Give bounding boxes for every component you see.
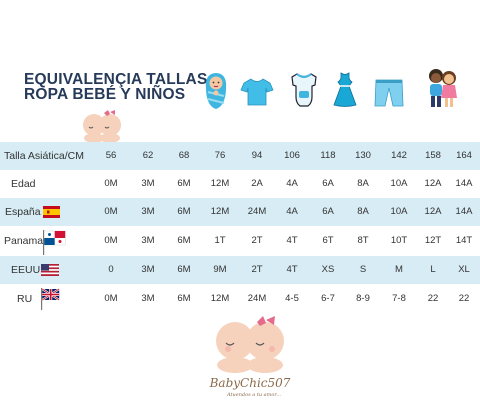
row-label: Edad bbox=[11, 178, 36, 190]
brand-logo: BabyChic507 Atuendos a tu amor... bbox=[204, 313, 296, 404]
row-label: Talla Asiática/CM bbox=[4, 150, 84, 162]
table-row-usa: EEUU 0 3M 6M 9M 2T 4T XS S M L XL bbox=[0, 256, 480, 284]
table-cell: 8A bbox=[357, 206, 369, 217]
spain-flag-icon bbox=[43, 205, 60, 223]
table-cell: 12M bbox=[210, 206, 230, 217]
table-cell: 12A bbox=[424, 206, 442, 217]
table-cell: 8T bbox=[357, 235, 369, 246]
uk-flag-icon bbox=[40, 287, 60, 316]
table-cell: 106 bbox=[284, 150, 300, 161]
row-label: España bbox=[5, 206, 41, 218]
table-cell: L bbox=[430, 264, 436, 275]
table-cell: 4T bbox=[286, 235, 298, 246]
table-cell: 3M bbox=[141, 264, 155, 275]
dress-icon bbox=[330, 72, 360, 113]
table-cell: 24M bbox=[247, 206, 267, 217]
table-row-spain: España 0M 3M 6M 12M 24M 4A 6A 8A 10A 12A… bbox=[0, 198, 480, 226]
table-row-uk: RU 0M 3M 6M 12M 24M 4-5 6-7 8-9 7-8 22 2… bbox=[0, 285, 480, 313]
row-label: RU bbox=[17, 293, 33, 305]
table-cell: 12M bbox=[210, 178, 230, 189]
table-cell: S bbox=[359, 264, 367, 275]
table-cell: 3M bbox=[141, 293, 155, 304]
table-cell: 164 bbox=[456, 150, 472, 161]
table-cell: 22 bbox=[458, 293, 470, 304]
table-cell: 6-7 bbox=[321, 293, 335, 304]
table-cell: 4-5 bbox=[285, 293, 299, 304]
brand-tagline: Atuendos a tu amor... bbox=[226, 392, 281, 398]
children-icon bbox=[424, 67, 460, 114]
table-cell: 2T bbox=[251, 235, 263, 246]
table-cell: 158 bbox=[425, 150, 441, 161]
table-row-asian-size: Talla Asiática/CM 56 62 68 76 94 106 118… bbox=[0, 142, 480, 170]
table-cell: 10T bbox=[390, 235, 408, 246]
table-cell: 9M bbox=[213, 264, 227, 275]
table-cell: 68 bbox=[178, 150, 190, 161]
page-title: EQUIVALENÇIA TALLAS ROPA BEBÉ Y NIÑOS bbox=[24, 71, 208, 103]
table-cell: 6M bbox=[177, 235, 191, 246]
table-cell: 94 bbox=[251, 150, 263, 161]
table-cell: 56 bbox=[105, 150, 117, 161]
table-cell: 0 bbox=[108, 264, 114, 275]
table-cell: XS bbox=[321, 264, 335, 275]
table-cell: 1T bbox=[214, 235, 226, 246]
table-row-age: Edad 0M 3M 6M 12M 2A 4A 6A 8A 10A 12A 14… bbox=[0, 170, 480, 198]
table-cell: 12M bbox=[210, 293, 230, 304]
row-label: Panama bbox=[4, 235, 44, 247]
title-line-1: EQUIVALENÇIA TALLAS bbox=[24, 71, 208, 88]
swaddled-baby-icon bbox=[203, 72, 229, 115]
table-cell: 130 bbox=[355, 150, 371, 161]
row-label: EEUU bbox=[11, 264, 41, 276]
table-cell: 76 bbox=[214, 150, 226, 161]
table-cell: 6A bbox=[322, 178, 334, 189]
brand-name: BabyChic507 bbox=[209, 376, 291, 390]
table-cell: 0M bbox=[104, 235, 118, 246]
title-line-2: ROPA BEBÉ Y NIÑOS bbox=[24, 86, 186, 103]
table-cell: 142 bbox=[391, 150, 407, 161]
table-cell: M bbox=[395, 264, 403, 275]
table-cell: 4A bbox=[286, 178, 298, 189]
table-cell: 2A bbox=[251, 178, 263, 189]
table-cell: XL bbox=[458, 264, 470, 275]
bodysuit-icon bbox=[290, 73, 318, 114]
table-cell: 14A bbox=[455, 178, 473, 189]
pants-icon bbox=[373, 78, 405, 113]
table-cell: 10A bbox=[390, 178, 408, 189]
table-cell: 2T bbox=[251, 264, 263, 275]
table-cell: 6T bbox=[322, 235, 334, 246]
table-cell: 12A bbox=[424, 178, 442, 189]
table-cell: 6M bbox=[177, 264, 191, 275]
table-cell: 8A bbox=[357, 178, 369, 189]
table-cell: 22 bbox=[427, 293, 439, 304]
table-cell: 14T bbox=[455, 235, 473, 246]
table-cell: 0M bbox=[104, 206, 118, 217]
table-cell: 8-9 bbox=[356, 293, 370, 304]
table-cell: 4T bbox=[286, 264, 298, 275]
table-cell: 12T bbox=[424, 235, 442, 246]
table-cell: 3M bbox=[141, 206, 155, 217]
table-cell: 4A bbox=[286, 206, 298, 217]
panama-flag-icon bbox=[42, 229, 66, 260]
table-cell: 14A bbox=[455, 206, 473, 217]
table-cell: 0M bbox=[104, 178, 118, 189]
table-cell: 118 bbox=[320, 150, 336, 161]
usa-flag-icon bbox=[41, 263, 59, 281]
table-cell: 6M bbox=[177, 206, 191, 217]
table-cell: 3M bbox=[141, 235, 155, 246]
table-row-panama: Panama 0M 3M 6M 1T 2T 4T 6T 8T 10T 12T 1… bbox=[0, 227, 480, 255]
table-cell: 62 bbox=[142, 150, 154, 161]
table-cell: 6M bbox=[177, 293, 191, 304]
table-cell: 6M bbox=[177, 178, 191, 189]
table-cell: 7-8 bbox=[392, 293, 406, 304]
table-cell: 24M bbox=[247, 293, 267, 304]
table-cell: 3M bbox=[141, 178, 155, 189]
table-cell: 6A bbox=[322, 206, 334, 217]
tshirt-icon bbox=[240, 78, 274, 111]
table-cell: 0M bbox=[104, 293, 118, 304]
table-cell: 10A bbox=[390, 206, 408, 217]
